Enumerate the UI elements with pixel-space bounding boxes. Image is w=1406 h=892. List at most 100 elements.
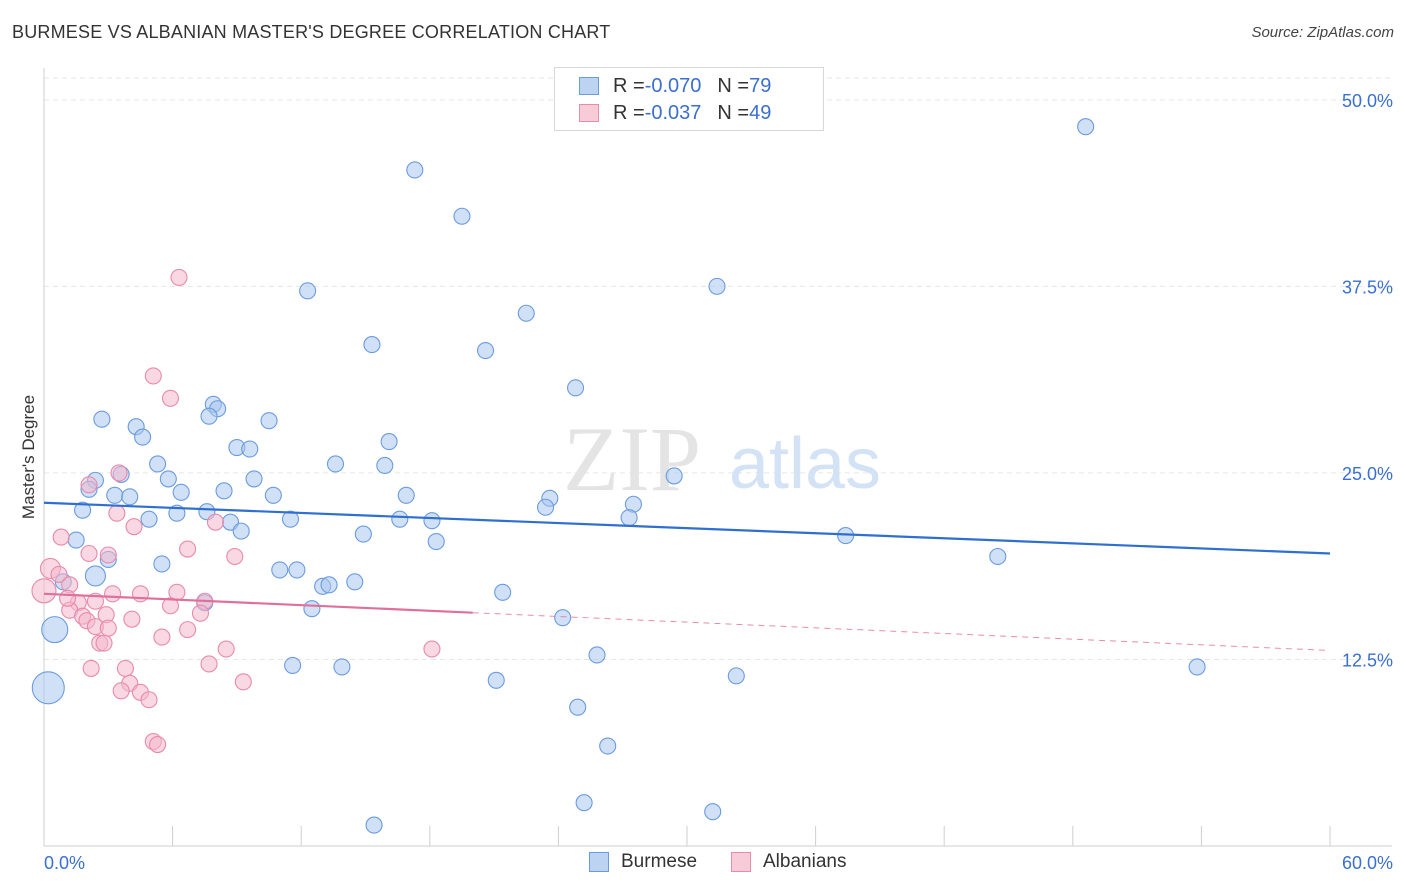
legend-r-value: -0.070 (644, 74, 702, 97)
point-burmese (93, 410, 111, 428)
point-burmese (391, 510, 409, 528)
point-burmese (140, 510, 158, 528)
point-burmese (704, 803, 722, 821)
point-burmese (989, 547, 1007, 566)
point-albanians (206, 513, 225, 531)
chart-title: BURMESE VS ALBANIAN MASTER'S DEGREE CORR… (12, 22, 611, 42)
point-burmese (200, 407, 218, 425)
series-label-burmese: Burmese (621, 851, 698, 872)
point-burmese (41, 616, 69, 644)
point-burmese (354, 525, 372, 543)
point-burmese (281, 510, 300, 528)
point-burmese (260, 412, 278, 430)
axis-layer (43, 68, 1392, 847)
point-albanians (170, 268, 188, 286)
point-albanians (153, 628, 171, 646)
point-burmese (708, 277, 726, 295)
point-burmese (727, 667, 745, 685)
point-burmese (536, 498, 555, 516)
x-tick-label: 0.0% (44, 853, 85, 873)
series-legend-burmese[interactable]: Burmese (589, 851, 697, 873)
point-burmese (303, 600, 321, 618)
point-burmese (569, 698, 587, 716)
legend-n-label: N = (717, 74, 750, 97)
point-burmese (326, 455, 345, 473)
point-burmese (31, 671, 65, 705)
point-albanians (50, 565, 68, 583)
point-burmese (241, 440, 259, 458)
point-burmese (172, 483, 190, 501)
point-burmese (121, 488, 139, 506)
x-tick-label: 60.0% (1342, 853, 1393, 873)
point-albanians (108, 504, 126, 522)
point-albanians (226, 547, 244, 566)
point-albanians (140, 691, 158, 709)
point-burmese (134, 428, 152, 446)
point-albanians (80, 476, 98, 494)
point-albanians (123, 610, 141, 628)
point-albanians (80, 544, 98, 563)
point-burmese (575, 794, 593, 812)
legend-r-value: -0.037 (644, 101, 702, 124)
point-burmese (1188, 658, 1206, 676)
point-burmese (346, 573, 364, 591)
y-tick-label: 12.5% (1342, 650, 1393, 670)
point-albanians (31, 578, 57, 604)
trendline-burmese (43, 501, 1331, 555)
point-burmese (363, 336, 381, 354)
point-burmese (380, 433, 398, 451)
point-albanians (200, 655, 218, 673)
point-albanians (104, 585, 122, 603)
point-albanians (99, 546, 117, 564)
point-burmese (84, 565, 106, 587)
series-legend: Burmese Albanians (0, 851, 1406, 879)
point-albanians (191, 604, 210, 622)
point-burmese (299, 282, 317, 300)
point-albanians (149, 735, 167, 754)
point-burmese (264, 486, 282, 504)
point-albanians (161, 389, 180, 407)
point-albanians (95, 634, 113, 652)
grid-layer (44, 77, 1392, 660)
point-burmese (588, 646, 606, 664)
point-burmese (106, 486, 124, 504)
point-albanians (144, 367, 162, 385)
point-albanians (423, 640, 441, 658)
point-burmese (245, 470, 263, 488)
point-albanians (82, 659, 100, 677)
point-albanians (179, 621, 197, 639)
point-burmese (333, 658, 351, 676)
point-burmese (376, 456, 394, 475)
point-albanians (217, 640, 235, 658)
point-burmese (494, 583, 512, 601)
series-label-albanians: Albanians (763, 851, 847, 872)
trendline-albanians (43, 592, 473, 614)
point-albanians (52, 528, 70, 546)
legend-n-value: 79 (749, 74, 772, 97)
point-burmese (67, 531, 85, 549)
point-burmese (566, 379, 585, 397)
stats-legend: R = -0.070 N = 79 R = -0.037 N = 49 (554, 67, 824, 131)
point-burmese (620, 509, 638, 527)
point-burmese (665, 467, 683, 485)
series-swatch-burmese (589, 852, 609, 872)
series-legend-albanians[interactable]: Albanians (731, 851, 846, 873)
point-burmese (159, 470, 177, 488)
label-layer: 12.5% 25.0% 37.5% 50.0% 0.0% 60.0% (44, 91, 1393, 873)
point-albanians (110, 464, 128, 482)
point-albanians (59, 589, 77, 607)
point-burmese (423, 512, 441, 530)
legend-n-label: N = (717, 101, 750, 124)
point-burmese (427, 533, 445, 551)
chart-source: Source: ZipAtlas.com (1251, 24, 1394, 41)
legend-row-albanians: R = -0.037 N = 49 (579, 100, 771, 126)
point-burmese (271, 561, 289, 579)
point-albanians (234, 673, 252, 691)
point-albanians (125, 518, 143, 536)
y-tick-label: 50.0% (1342, 91, 1393, 111)
point-burmese (406, 161, 424, 179)
point-burmese (517, 304, 535, 322)
trendline-dashed-albanians (472, 612, 1331, 652)
legend-r-label: R = (613, 74, 645, 97)
point-burmese (149, 455, 167, 473)
